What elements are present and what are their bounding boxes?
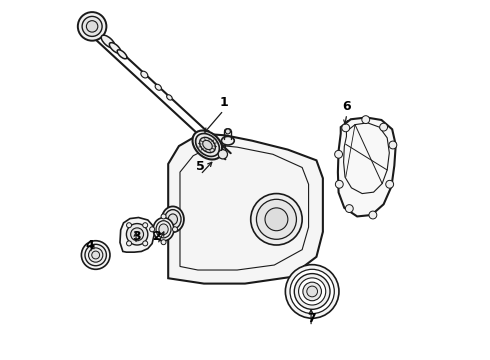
Circle shape [143,223,147,228]
Circle shape [369,211,377,219]
Text: 7: 7 [307,312,316,325]
Circle shape [149,227,155,232]
Text: 3: 3 [132,230,140,243]
Circle shape [89,248,103,262]
Circle shape [172,227,177,232]
Circle shape [256,199,296,239]
Text: 5: 5 [196,160,205,173]
Circle shape [218,150,227,159]
Circle shape [225,129,230,134]
Circle shape [380,123,388,131]
Text: 2: 2 [153,230,162,243]
Circle shape [298,278,326,305]
Circle shape [265,208,288,231]
Ellipse shape [167,95,172,100]
Circle shape [389,141,397,149]
Circle shape [131,228,144,241]
Text: 4: 4 [85,239,94,252]
Circle shape [335,180,343,188]
Text: 1: 1 [219,96,228,109]
Circle shape [86,21,98,32]
Ellipse shape [221,136,234,145]
Circle shape [251,194,302,245]
Circle shape [161,214,166,219]
Ellipse shape [162,206,184,232]
Text: 6: 6 [343,100,351,113]
Circle shape [294,274,330,309]
Circle shape [82,17,102,36]
Circle shape [335,150,343,158]
Ellipse shape [159,224,168,235]
Circle shape [345,204,353,212]
Ellipse shape [168,214,177,225]
Ellipse shape [199,138,216,153]
Ellipse shape [101,35,115,48]
Ellipse shape [203,140,212,150]
Polygon shape [120,217,154,252]
Polygon shape [168,134,323,284]
Ellipse shape [193,130,222,159]
Circle shape [303,282,321,301]
Circle shape [85,244,106,266]
Ellipse shape [141,71,148,78]
Circle shape [126,223,131,228]
Ellipse shape [155,84,161,90]
Ellipse shape [156,221,171,238]
Ellipse shape [196,134,220,157]
Circle shape [126,241,131,246]
Ellipse shape [165,210,181,229]
Circle shape [307,286,318,297]
Circle shape [342,124,350,132]
Ellipse shape [153,218,174,241]
Circle shape [161,240,166,245]
Circle shape [81,241,110,269]
Circle shape [78,12,106,41]
Ellipse shape [224,129,231,133]
Circle shape [290,269,334,314]
Polygon shape [338,117,396,216]
Circle shape [386,180,393,188]
Ellipse shape [109,42,121,53]
Circle shape [362,116,369,123]
Circle shape [285,265,339,318]
Circle shape [92,251,99,259]
Ellipse shape [117,50,127,59]
Circle shape [126,224,148,245]
Circle shape [143,241,147,246]
